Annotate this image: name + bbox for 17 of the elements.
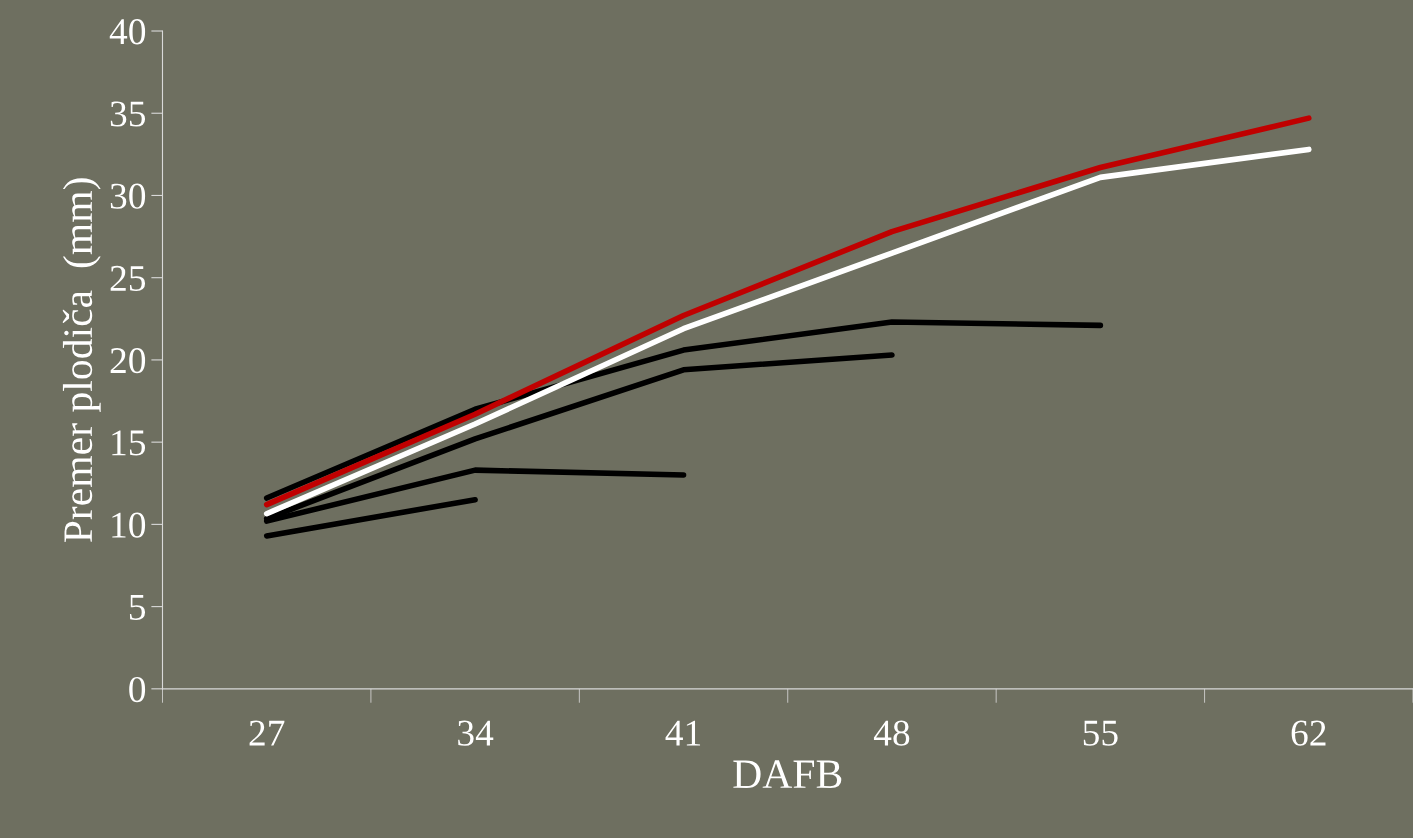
x-tick-label: 62 (1291, 720, 1326, 746)
y-axis-title: Premer plodiča (mm) (62, 178, 101, 543)
y-tick-label: 35 (110, 101, 146, 127)
y-tick-label: 40 (109, 19, 146, 45)
y-tick-label: 0 (129, 676, 146, 703)
y-tick-label: 15 (112, 430, 146, 456)
x-tick-label: 48 (873, 720, 910, 746)
y-tick-label: 20 (110, 347, 146, 374)
x-tick-label: 27 (249, 720, 285, 746)
x-axis-title: DAFB (733, 760, 842, 788)
y-tick-label: 30 (110, 183, 146, 209)
y-tick-label: 5 (129, 595, 146, 620)
y-tick-label: 10 (112, 512, 146, 538)
x-tick-label: 55 (1083, 720, 1118, 746)
x-tick-label: 34 (458, 720, 494, 746)
y-tick-label: 25 (110, 265, 146, 292)
x-tick-label: 41 (665, 720, 701, 746)
